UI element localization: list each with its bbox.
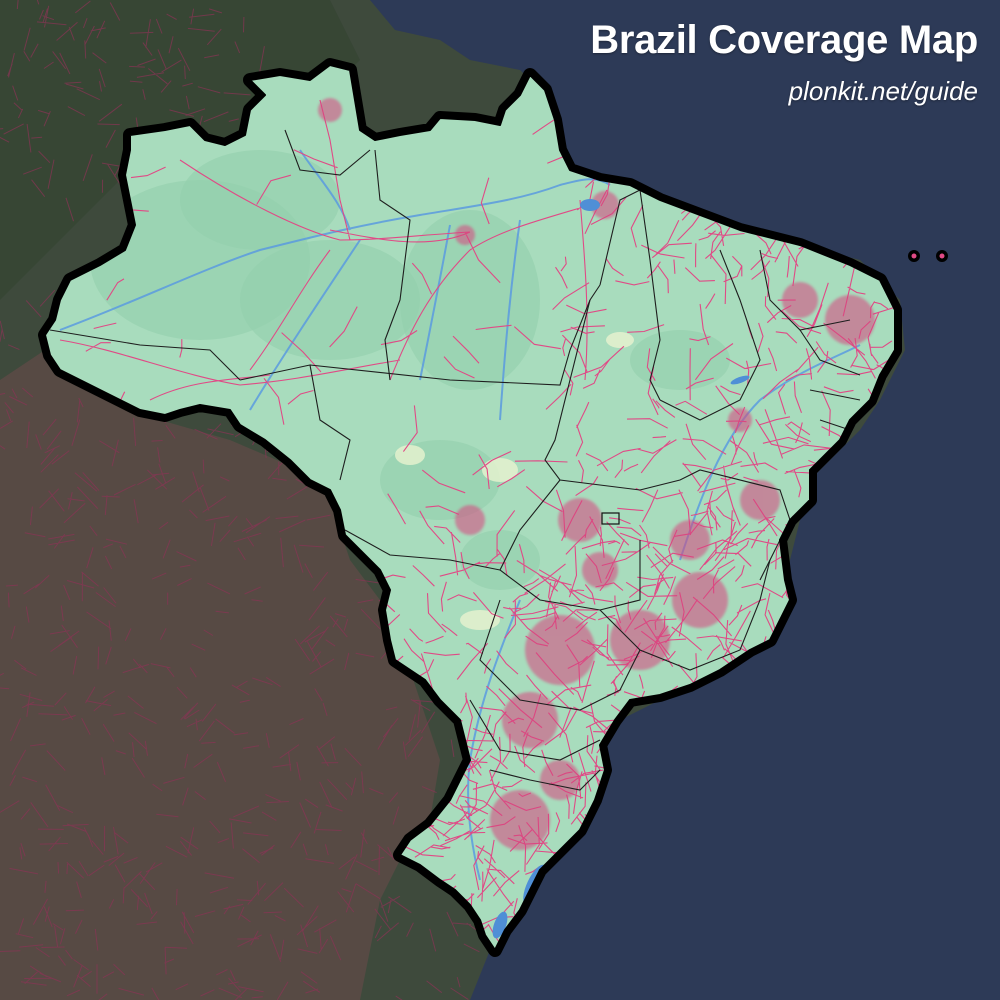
state-border-mato-grosso (309, 284, 601, 386)
terrain-highlight (460, 610, 500, 630)
metro-coverage-cluster (591, 191, 619, 219)
state-borders (49, 129, 861, 791)
tapajos-river (419, 224, 451, 381)
page-title: Brazil Coverage Map (590, 18, 978, 62)
state-border-para-tocantins (599, 189, 641, 286)
terrain-highlight (395, 445, 425, 465)
madeira-river (249, 239, 361, 411)
sobradinho-reservoir (730, 375, 750, 385)
negro-river (299, 149, 351, 231)
brazil-border-line (44, 64, 896, 951)
metro-coverage-cluster (490, 790, 550, 850)
xingu-river (499, 219, 521, 421)
island-marker (911, 253, 917, 259)
island-marker (939, 253, 945, 259)
fernando-de-noronha-islands (908, 250, 948, 262)
state-border-mato-grosso-sul (344, 529, 501, 571)
foreign-coverage-roads (0, 0, 487, 1000)
state-border-ceara (759, 249, 851, 331)
sao-francisco-river (679, 344, 861, 561)
state-border-tocantins (544, 299, 641, 491)
state-border-parana (469, 699, 601, 761)
foreign-road-network (0, 0, 487, 1000)
metro-coverage-cluster (455, 505, 485, 535)
terrain-patch (460, 530, 540, 590)
state-border-santa-catarina (489, 769, 601, 791)
federal-district (601, 512, 620, 525)
metro-coverage-cluster (728, 408, 752, 432)
state-border-roraima (284, 129, 371, 176)
dense-coverage-areas (318, 98, 875, 850)
metro-coverage-cluster (672, 572, 728, 628)
metro-coverage-cluster (558, 498, 602, 542)
terrain-patch (240, 240, 420, 360)
state-border-minas-gerais (599, 559, 771, 671)
metro-coverage-cluster (782, 282, 818, 318)
state-border-rondonia (239, 364, 351, 481)
metro-coverage-cluster (502, 692, 558, 748)
state-border-piaui (659, 249, 761, 421)
marajo-bay (580, 199, 600, 211)
metro-coverage-cluster (610, 610, 670, 670)
state-border-amazonas-para (374, 149, 411, 381)
terrain-patch (630, 330, 730, 390)
metro-coverage-cluster (455, 225, 475, 245)
metro-coverage-cluster (670, 520, 710, 560)
amazon-river (59, 178, 611, 331)
metro-coverage-cluster (318, 98, 342, 122)
terrain-highlight (606, 332, 634, 348)
metro-coverage-cluster (525, 615, 595, 685)
source-credit: plonkit.net/guide (788, 76, 978, 106)
lagoa-mirim (492, 911, 508, 939)
terrain-highlight (482, 458, 518, 482)
state-border-acre (49, 329, 241, 381)
state-border-goias (499, 479, 641, 611)
state-border-maranhao (639, 189, 661, 401)
metro-coverage-cluster (582, 552, 618, 588)
metro-coverage-cluster (540, 760, 580, 800)
state-border-sao-paulo (479, 599, 641, 711)
metro-coverage-cluster (740, 480, 780, 520)
